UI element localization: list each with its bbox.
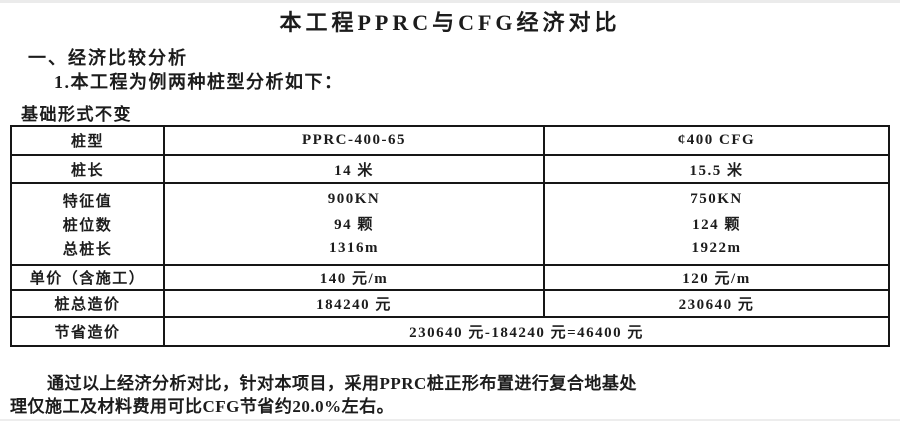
cell-saved-cost-value: 230640 元-184240 元=46400 元 — [163, 318, 888, 345]
cell-pile-type-cfg: ¢400 CFG — [543, 127, 888, 154]
conclusion-paragraph: 通过以上经济分析对比，针对本项目，采用PPRC桩正形布置进行复合地基处 理仅施工… — [10, 372, 892, 418]
table-caption: 基础形式不变 — [21, 105, 132, 124]
cell-unit-price-label: 单价（含施工） — [29, 271, 146, 287]
conclusion-line-2: 理仅施工及材料费用可比CFG节省约20.0%左右。 — [10, 397, 395, 416]
label-pile-count: 桩位数 — [62, 217, 113, 234]
value-total-length-cfg: 1922m — [691, 240, 742, 257]
table-row-merged-group: 特征值 桩位数 总桩长 900KN 94 颗 1316m 750KN 124 颗… — [12, 182, 888, 264]
value-pile-count-cfg: 124 颗 — [692, 217, 741, 234]
subsection-heading: 1.本工程为例两种桩型分析如下： — [54, 72, 344, 92]
cell-unit-price-pprc: 140 元/m — [163, 266, 543, 289]
cell-total-cost-cfg: 230640 元 — [543, 291, 888, 316]
cell-group-pprc: 900KN 94 颗 1316m — [163, 184, 543, 264]
cell-pile-length-cfg: 15.5 米 — [543, 156, 888, 182]
scan-edge-bottom — [0, 419, 900, 421]
scan-edge-top — [0, 0, 900, 3]
page-title: 本工程PPRC与CFG经济对比 — [279, 10, 621, 35]
table-row-unit-price: 单价（含施工） 140 元/m 120 元/m — [12, 264, 888, 289]
cell-pile-type-pprc: PPRC-400-65 — [163, 127, 543, 154]
table-row-pile-type: 桩型 PPRC-400-65 ¢400 CFG — [12, 127, 888, 154]
value-characteristic-cfg: 750KN — [690, 190, 743, 207]
cell-pile-type-label: 桩型 — [70, 134, 104, 150]
value-characteristic-pprc: 900KN — [327, 190, 381, 207]
cell-pile-length-pprc: 14 米 — [163, 156, 543, 182]
section-heading: 一、经济比较分析 — [28, 48, 188, 68]
cell-total-cost-pprc: 184240 元 — [163, 291, 543, 316]
value-pile-count-pprc: 94 颗 — [334, 217, 374, 234]
comparison-table: 桩型 PPRC-400-65 ¢400 CFG 桩长 14 米 15.5 米 特… — [10, 125, 890, 347]
cell-total-cost-label: 桩总造价 — [54, 297, 121, 313]
table-row-saved-cost: 节省造价 230640 元-184240 元=46400 元 — [12, 316, 888, 345]
label-total-pile-length: 总桩长 — [62, 241, 113, 258]
cell-unit-price-cfg: 120 元/m — [543, 266, 888, 289]
cell-group-labels: 特征值 桩位数 总桩长 — [12, 184, 163, 264]
table-row-pile-length: 桩长 14 米 15.5 米 — [12, 154, 888, 182]
label-characteristic-value: 特征值 — [62, 193, 113, 210]
conclusion-line-1: 通过以上经济分析对比，针对本项目，采用PPRC桩正形布置进行复合地基处 — [47, 374, 637, 393]
cell-group-cfg: 750KN 124 颗 1922m — [543, 184, 888, 264]
value-total-length-pprc: 1316m — [329, 240, 379, 257]
cell-saved-cost-label: 节省造价 — [54, 325, 121, 341]
table-row-total-cost: 桩总造价 184240 元 230640 元 — [12, 289, 888, 316]
cell-pile-length-label: 桩长 — [70, 162, 104, 179]
